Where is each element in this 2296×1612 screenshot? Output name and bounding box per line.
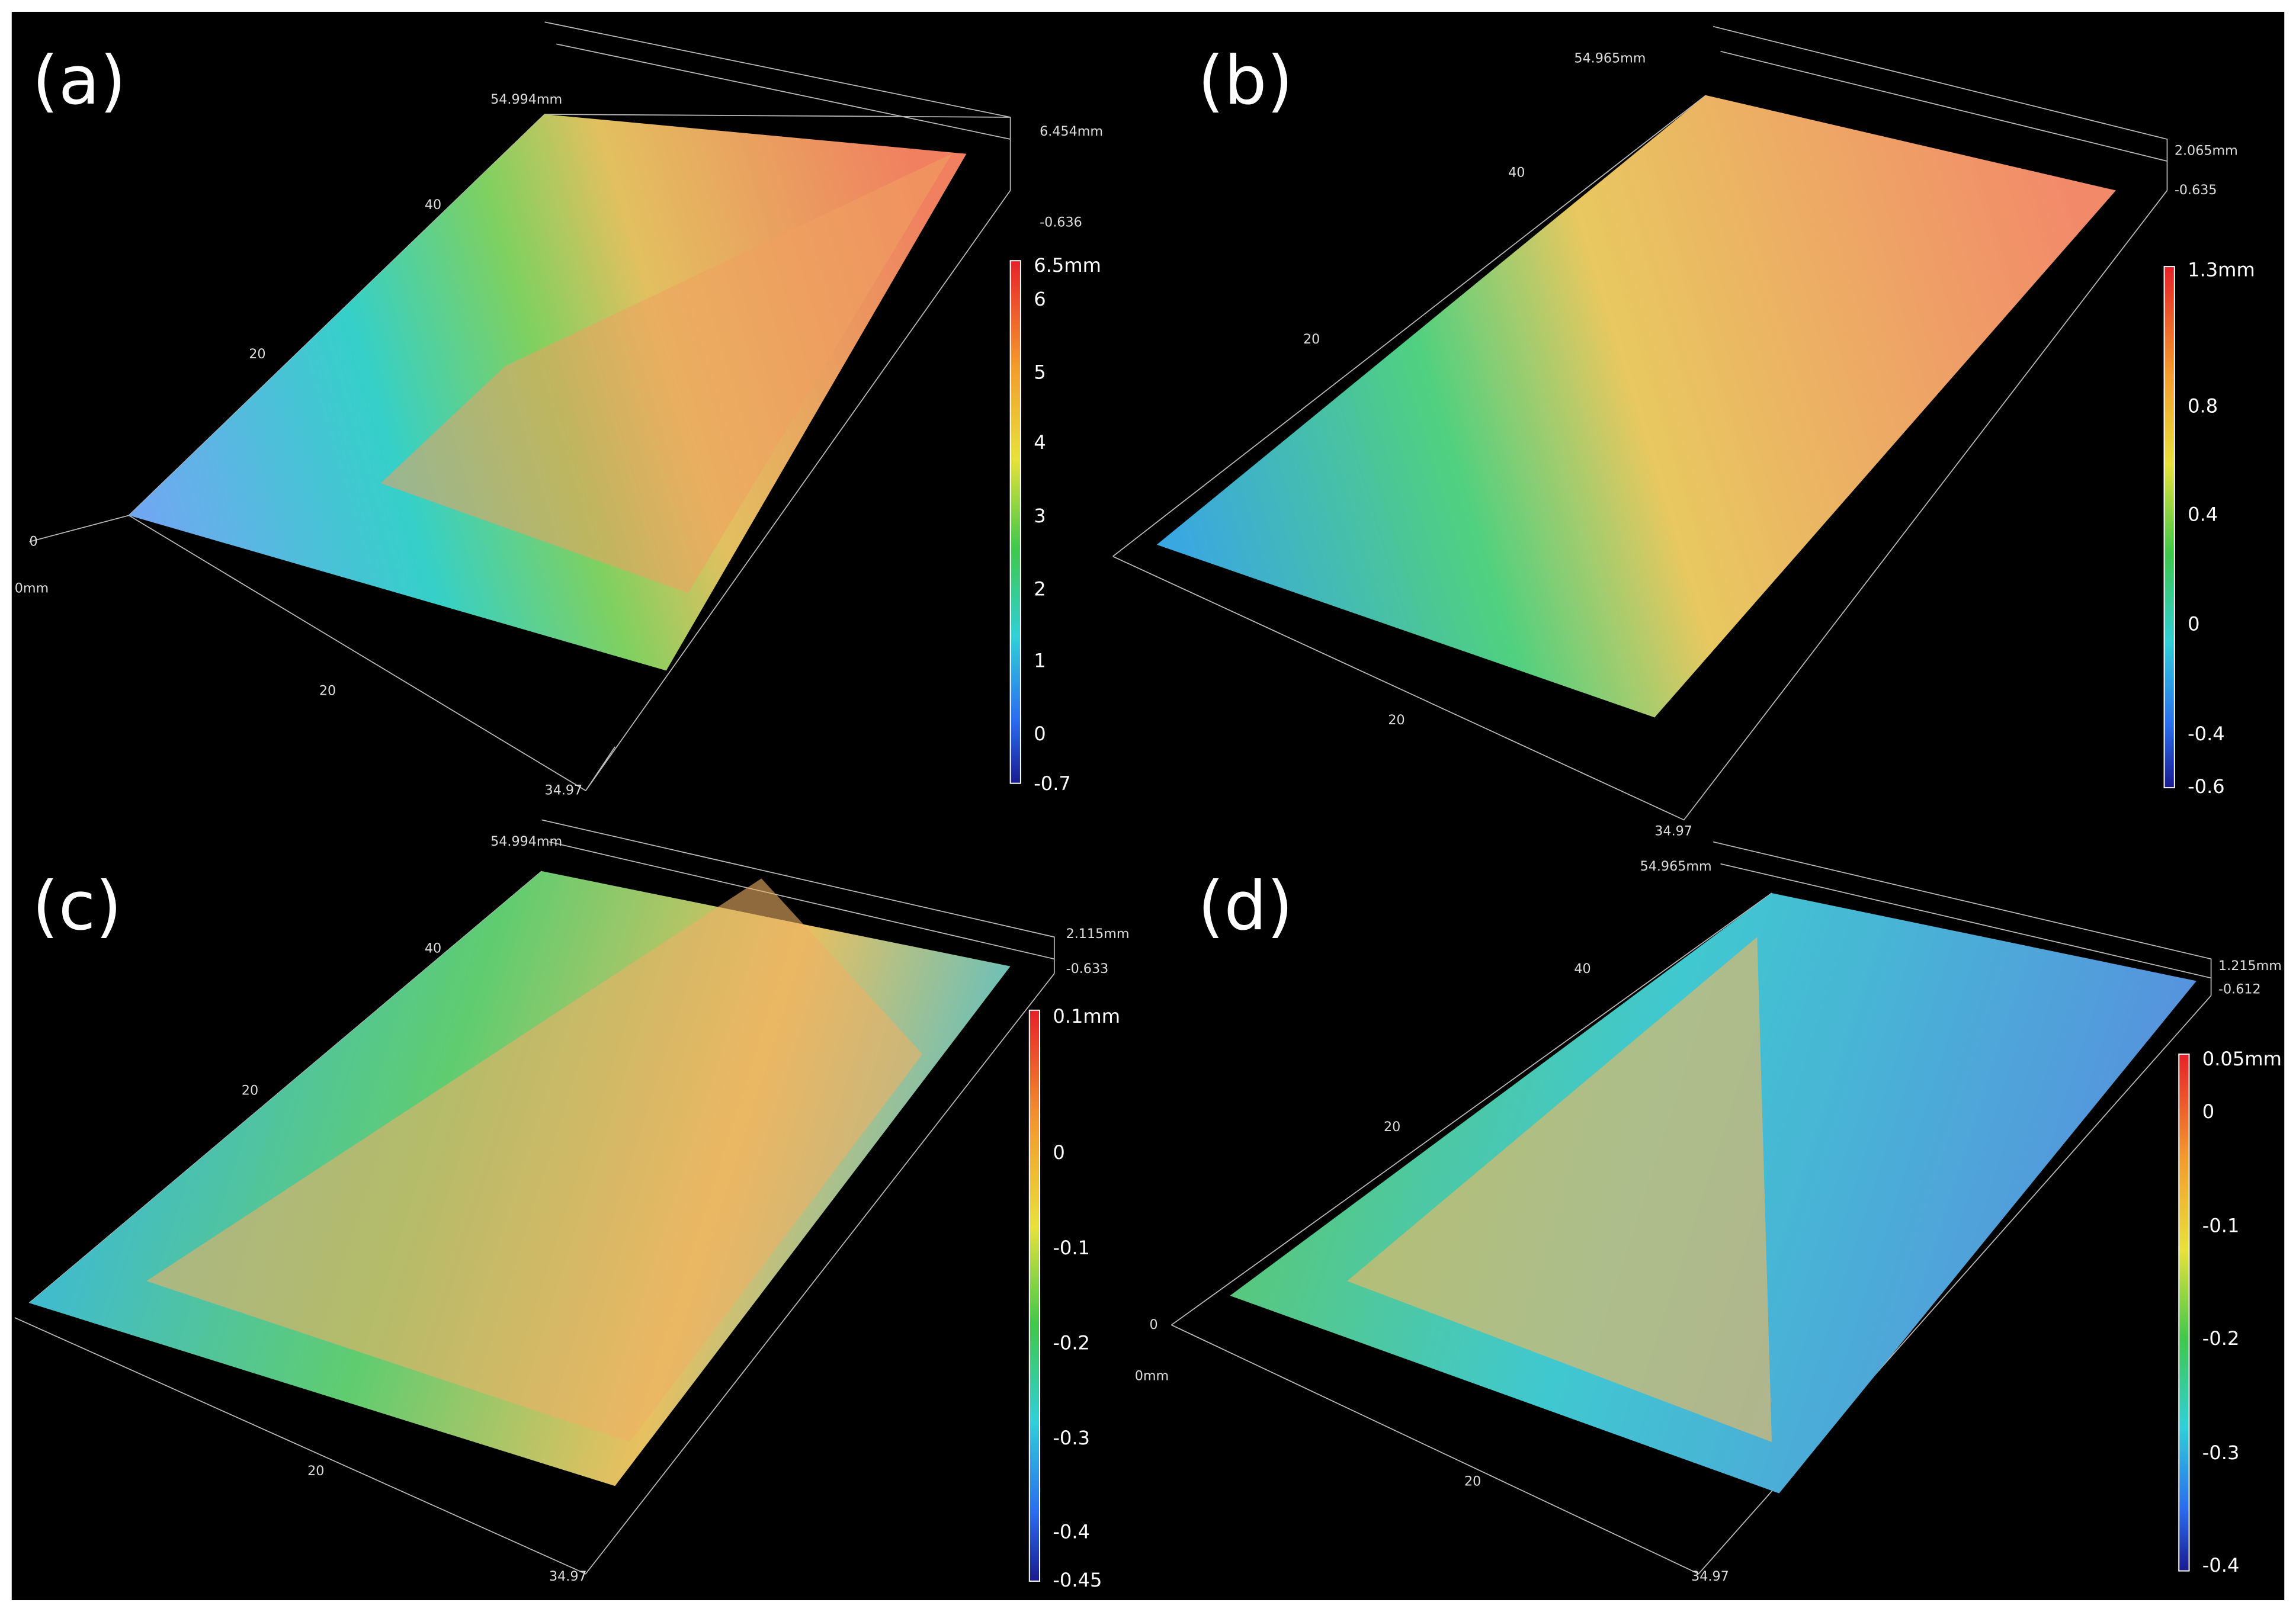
axis-label: 20: [319, 683, 336, 698]
axis-label: 20: [242, 1083, 258, 1098]
z-label: 2.065mm: [2175, 143, 2238, 158]
panel-label: (c): [32, 866, 121, 945]
colorbar-label: -0.4: [2188, 722, 2225, 745]
axis-label: 20: [1388, 712, 1404, 728]
colorbar-label: -0.6: [2188, 775, 2225, 798]
colorbar: [2163, 266, 2175, 789]
axis-label: 0mm: [1135, 1368, 1169, 1383]
colorbar-label: -0.45: [1053, 1569, 1102, 1591]
surface-a-step: [380, 153, 952, 593]
colorbar-label: 5: [1034, 361, 1046, 384]
axis-label: 34.97: [1691, 1569, 1729, 1584]
axis-label: 40: [425, 941, 441, 956]
colorbar-label: 6: [1034, 288, 1046, 310]
z-label: 1.215mm: [2218, 958, 2282, 974]
axis-label: 54.994mm: [490, 92, 562, 107]
axis-label: 34.97: [545, 783, 583, 798]
colorbar-label: 0: [2202, 1100, 2214, 1123]
surface-d-region: [1347, 937, 1772, 1443]
colorbar-label: -0.4: [2202, 1554, 2240, 1576]
axis-label: 54.965mm: [1640, 859, 1712, 874]
colorbar: [1009, 260, 1021, 784]
z-label: -0.633: [1066, 961, 1109, 977]
z-label: 2.115mm: [1066, 926, 1130, 942]
colorbar-label: 0.05mm: [2202, 1048, 2282, 1070]
colorbar-label: 1: [1034, 650, 1046, 672]
colorbar-label: 0: [1053, 1141, 1064, 1164]
axis-label: 0mm: [15, 580, 49, 596]
surface-c-region: [146, 878, 923, 1443]
axis-label: 20: [249, 346, 265, 362]
colorbar-label: 2: [1034, 577, 1046, 600]
colorbar-label: -0.1: [1053, 1237, 1090, 1259]
z-label: 6.454mm: [1040, 124, 1103, 139]
colorbar-label: -0.3: [2202, 1441, 2240, 1464]
axis-label: 40: [1508, 165, 1525, 180]
axis-label: 34.97: [1654, 824, 1692, 839]
panel-label: (b): [1198, 41, 1293, 120]
colorbar-label: 6.5mm: [1034, 254, 1101, 277]
surfaces: [29, 95, 2196, 1494]
axis-label: 54.965mm: [1574, 51, 1646, 66]
colorbar-label: 0.1mm: [1053, 1005, 1120, 1027]
z-label: -0.612: [2218, 982, 2261, 997]
surface-b: [1156, 95, 2116, 718]
colorbar-label: 3: [1034, 505, 1046, 527]
colorbar-label: -0.2: [1053, 1331, 1090, 1354]
panel-label: (a): [32, 41, 126, 120]
axis-label: 20: [1303, 332, 1320, 347]
colorbar-label: -0.7: [1034, 772, 1071, 795]
colorbar-label: -0.2: [2202, 1327, 2240, 1350]
panel-label: (d): [1198, 866, 1293, 945]
colorbar-label: 0: [1034, 722, 1046, 745]
colorbar-label: 1.3mm: [2188, 259, 2255, 281]
colorbar-label: -0.4: [1053, 1520, 1090, 1543]
colorbar-label: 0.8: [2188, 394, 2218, 417]
z-label: -0.635: [2175, 182, 2217, 198]
axis-label: 0: [29, 534, 37, 549]
colorbar-label: 4: [1034, 431, 1046, 454]
colorbar-label: 0: [2188, 613, 2199, 635]
axis-label: 54.994mm: [490, 834, 562, 849]
colorbar: [1028, 1009, 1041, 1582]
axis-label: 34.97: [549, 1569, 587, 1584]
axis-label: 40: [425, 197, 441, 213]
axis-label: 40: [1574, 961, 1590, 977]
axis-label: 20: [1384, 1119, 1400, 1135]
axis-label: 20: [1464, 1473, 1481, 1489]
z-label: -0.636: [1040, 214, 1082, 230]
axis-label: 0: [1149, 1317, 1157, 1332]
axis-label: 20: [307, 1463, 324, 1479]
colorbar-label: -0.3: [1053, 1427, 1090, 1449]
colorbar-label: -0.1: [2202, 1215, 2240, 1237]
colorbar-label: 0.4: [2188, 503, 2218, 525]
colorbar: [2178, 1054, 2190, 1572]
